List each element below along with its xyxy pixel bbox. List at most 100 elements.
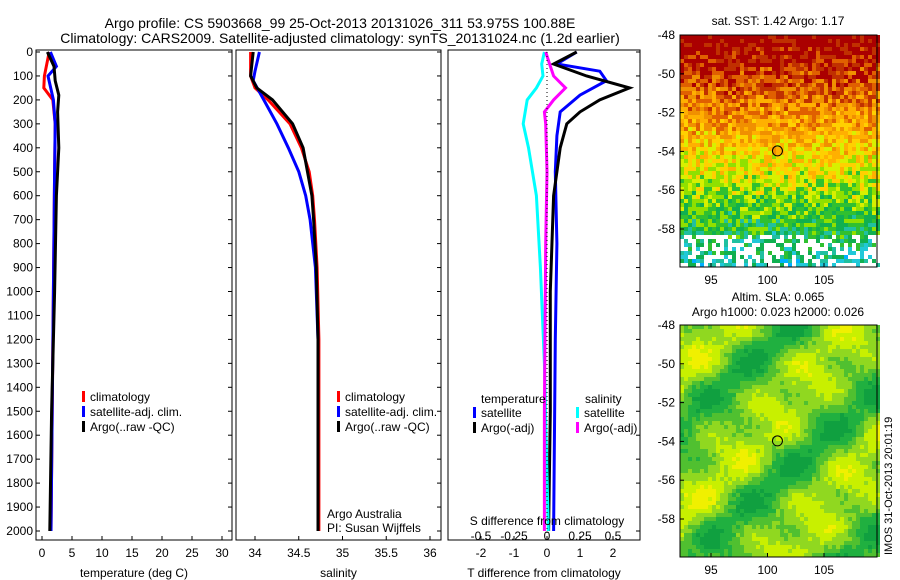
map-cell — [792, 393, 796, 397]
map-cell — [864, 349, 868, 353]
map-cell — [712, 147, 716, 151]
map-cell — [744, 325, 748, 329]
map-cell — [756, 147, 760, 151]
map-cell — [684, 175, 688, 179]
map-cell — [696, 223, 700, 227]
map-cell — [784, 231, 788, 235]
map-cell — [844, 167, 848, 171]
map-cell — [760, 87, 764, 91]
map-cell — [816, 35, 820, 39]
map-cell — [844, 255, 848, 259]
map-cell — [680, 187, 684, 191]
map-cell — [784, 465, 788, 469]
map-cell — [860, 453, 864, 457]
map-cell — [680, 155, 684, 159]
map-cell — [728, 381, 732, 385]
map-cell — [776, 231, 780, 235]
map-cell — [840, 123, 844, 127]
map-cell — [868, 159, 872, 163]
map-cell — [728, 99, 732, 103]
map-cell — [724, 251, 728, 255]
map-cell — [856, 341, 860, 345]
map-cell — [736, 429, 740, 433]
map-cell — [864, 139, 868, 143]
map-cell — [684, 421, 688, 425]
map-cell — [832, 449, 836, 453]
map-cell — [780, 405, 784, 409]
map-cell — [812, 473, 816, 477]
map-cell — [812, 389, 816, 393]
map-cell — [856, 385, 860, 389]
map-cell — [792, 95, 796, 99]
map-cell — [732, 71, 736, 75]
map-cell — [712, 107, 716, 111]
map-cell — [744, 361, 748, 365]
map-cell — [728, 421, 732, 425]
map-cell — [704, 489, 708, 493]
map-cell — [876, 377, 880, 381]
map-cell — [752, 107, 756, 111]
map-cell — [864, 99, 868, 103]
map-cell — [768, 469, 772, 473]
axes-frame-salinity — [235, 49, 442, 541]
map-cell — [804, 215, 808, 219]
map-cell — [720, 71, 724, 75]
map-cell — [776, 71, 780, 75]
map-cell — [808, 437, 812, 441]
map-cell — [772, 477, 776, 481]
map-cell — [732, 175, 736, 179]
map-cell — [740, 433, 744, 437]
map-cell — [816, 441, 820, 445]
map-cell — [804, 477, 808, 481]
map-cell — [872, 135, 876, 139]
map-cell — [856, 469, 860, 473]
map-cell — [876, 361, 880, 365]
map-cell — [764, 167, 768, 171]
map-cell — [728, 437, 732, 441]
map-cell — [776, 127, 780, 131]
map-cell — [820, 235, 824, 239]
map-cell — [876, 131, 880, 135]
map-cell — [848, 425, 852, 429]
map-cell — [832, 341, 836, 345]
map-cell — [684, 345, 688, 349]
map-cell — [876, 405, 880, 409]
map-cell — [696, 215, 700, 219]
map-cell — [820, 333, 824, 337]
map-cell — [828, 107, 832, 111]
map-cell — [696, 83, 700, 87]
map-cell — [848, 485, 852, 489]
map-cell — [812, 107, 816, 111]
map-cell — [824, 87, 828, 91]
map-cell — [720, 389, 724, 393]
map-cell — [736, 183, 740, 187]
map-cell — [720, 67, 724, 71]
map-cell — [812, 43, 816, 47]
map-cell — [764, 39, 768, 43]
map-cell — [868, 135, 872, 139]
map-cell — [824, 405, 828, 409]
map-cell — [760, 119, 764, 123]
map-cell — [776, 119, 780, 123]
map-cell — [872, 91, 876, 95]
map-cell — [856, 425, 860, 429]
map-cell — [836, 191, 840, 195]
map-cell — [736, 135, 740, 139]
map-cell — [736, 433, 740, 437]
map-cell — [732, 103, 736, 107]
map-cell — [744, 123, 748, 127]
map-cell — [760, 55, 764, 59]
map-cell — [876, 71, 880, 75]
map-cell — [872, 67, 876, 71]
map-cell — [776, 167, 780, 171]
map-cell — [776, 63, 780, 67]
map-cell — [756, 429, 760, 433]
map-cell — [832, 159, 836, 163]
map-cell — [852, 47, 856, 51]
map-cell — [824, 401, 828, 405]
map-cell — [688, 63, 692, 67]
map-cell — [720, 477, 724, 481]
map-cell — [860, 155, 864, 159]
map-cell — [820, 377, 824, 381]
map-cell — [864, 409, 868, 413]
